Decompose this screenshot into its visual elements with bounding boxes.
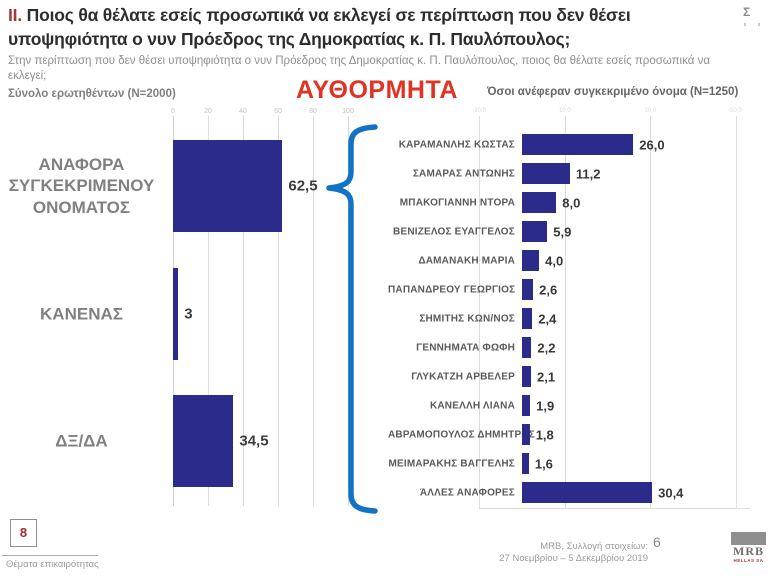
bar-value-label: 1,9 (536, 398, 555, 413)
bar (522, 366, 531, 387)
axis-tick-label: 0 (171, 108, 175, 115)
axis-tick-label: 80 (309, 108, 317, 115)
axis-baseline (479, 508, 750, 509)
bar (522, 221, 548, 242)
mrb-logo-block (731, 532, 766, 545)
category-label: ΜΠΑΚΟΓΙΑΝΝΗ ΝΤΟΡΑ (399, 197, 515, 208)
bar (522, 250, 540, 271)
left-chart-title: Σύνολο ερωτηθέντων (N=2000) (8, 88, 176, 100)
footer-section-label: Θέματα επικαιρότητας (6, 559, 99, 570)
section-marker: II. (8, 5, 22, 25)
source-line2: 27 Νοεμβρίου – 5 Δεκεμβρίου 2019 (499, 553, 648, 565)
bar-value-label: 2,4 (538, 311, 557, 326)
bar (522, 134, 634, 155)
axis-tick-label: 20 (204, 108, 212, 115)
category-label: ΚΑΡΑΜΑΝΛΗΣ ΚΩΣΤΑΣ (398, 139, 515, 150)
bar (522, 482, 653, 503)
bar-value-label: 11,2 (575, 166, 601, 181)
bar-value-label: 8,0 (562, 195, 581, 210)
axis-tick-label: 50,0 (730, 108, 742, 114)
category-label: ΣΗΜΙΤΗΣ ΚΩΝ/ΝΟΣ (419, 313, 515, 324)
bar (173, 395, 234, 487)
bar-value-label: 2,2 (537, 340, 556, 355)
gridline (736, 116, 737, 508)
category-label: ΚΑΝΕΛΛΗ ΛΙΑΝΑ (429, 400, 515, 411)
bar (522, 395, 531, 416)
bar (522, 192, 557, 213)
category-label: ΚΑΝΕΝΑΣ (40, 303, 123, 323)
bar (522, 279, 534, 300)
gridline (479, 116, 481, 508)
bar-value-label: 34,5 (239, 432, 269, 450)
total-respondents-chart: 0 20 40 60 80 100 ΑΝΑΦΟΡΑ ΣΥΓΚΕΚΡΙΜΕΝΟΥ ΟΝΟΜΑΤ… (0, 108, 380, 513)
category-label: ΆΛΛΕΣ ΑΝΑΦΟΡΕΣ (419, 487, 515, 498)
category-label: ΠΑΠΑΝΔΡΕΟΥ ΓΕΩΡΓΙΟΣ (388, 284, 516, 295)
category-label: ΓΛΥΚΑΤΖΗ ΑΡΒΕΛΕΡ (411, 371, 515, 382)
axis-tick-label: 10,0 (558, 108, 571, 114)
bar-value-label: 3 (184, 305, 193, 322)
gridline (650, 116, 652, 508)
page-title-text: Ποιος θα θέλατε εσείς προσωπικά να εκλεγ… (8, 5, 631, 49)
mrb-logo-subtext: HELLAS SA (733, 558, 764, 563)
bar (522, 453, 529, 474)
gridline (243, 116, 244, 506)
axis-tick-label: 30,0 (644, 108, 657, 114)
sigma-corner-mark: Σ (743, 5, 751, 19)
bar-value-label: 2,6 (539, 282, 558, 297)
category-label: ΒΕΝΙΖΕΛΟΣ ΕΥΑΓΓΕΛΟΣ (393, 226, 515, 237)
category-label: ΑΒΡΑΜΟΠΟΥΛΟΣ ΔΗΜΗΤΡΗΣ (388, 429, 535, 440)
category-label: ΓΕΝΝΗΜΑΤΑ ΦΩΦΗ (416, 342, 515, 353)
source-note: MRB, Συλλογή στοιχείων: 27 Νοεμβρίου – 5… (438, 541, 648, 566)
method-label: ΑΥΘΟΡΜΗΤΑ (296, 76, 458, 104)
bar (522, 308, 533, 329)
category-label: ΔΞ/ΔΑ (55, 431, 108, 451)
bar (173, 140, 283, 232)
gridline (278, 116, 279, 506)
question-subtitle: Στην περίπτωση που δεν θέσει υποψηφιότητ… (8, 55, 710, 82)
axis-tick-label: -10,0 (472, 108, 487, 114)
sigma-corner-submark (744, 23, 760, 26)
source-line1: MRB, Συλλογή στοιχείων: (540, 541, 648, 552)
bar (522, 337, 532, 358)
gridline (564, 116, 566, 508)
bar-value-label: 62,5 (288, 177, 318, 195)
bar (522, 163, 570, 184)
bar-value-label: 5,9 (553, 224, 572, 239)
bar-value-label: 26,0 (639, 137, 665, 152)
mrb-logo: MRB HELLAS SA (731, 532, 766, 563)
page-number-box: 8 (10, 519, 37, 547)
axis-tick-label: 40 (239, 108, 247, 115)
bar (522, 424, 530, 445)
category-label: ΜΕΙΜΑΡΑΚΗΣ ΒΑΓΓΕΛΗΣ (388, 458, 515, 469)
bar-value-label: 30,4 (658, 485, 684, 500)
named-mentions-chart: -10,0 10,0 30,0 50,0 ΚΑΡΑΜΑΝΛΗΣ ΚΩΣΤΑΣ 26,0 ΣΑ… (388, 108, 768, 520)
bar (173, 267, 179, 360)
axis-tick-label: 60 (274, 108, 282, 115)
bar-value-label: 1,8 (535, 427, 554, 442)
slide-page-number: 6 (653, 534, 661, 550)
page-title: II. Ποιος θα θέλατε εσείς προσωπικά να ε… (8, 4, 722, 51)
mrb-logo-text: MRB (733, 544, 764, 558)
bar-value-label: 2,1 (536, 369, 556, 384)
bar-value-label: 4,0 (545, 253, 564, 268)
footer-divider (2, 555, 98, 556)
brace-connector (326, 124, 378, 514)
gridline (208, 116, 209, 506)
category-label: ΑΝΑΦΟΡΑ ΣΥΓΚΕΚΡΙΜΕΝΟΥ ΟΝΟΜΑΤΟΣ (8, 155, 155, 217)
axis-tick-label: 100 (342, 108, 354, 115)
category-label: ΣΑΜΑΡΑΣ ΑΝΤΩΝΗΣ (412, 168, 515, 179)
gridline (313, 116, 314, 506)
category-label: ΔΑΜΑΝΑΚΗ ΜΑΡΙΑ (418, 255, 515, 266)
right-chart-title: Όσοι ανέφεραν συγκεκριμένο όνομα (N=1250… (487, 86, 739, 98)
bar-value-label: 1,6 (534, 456, 553, 471)
